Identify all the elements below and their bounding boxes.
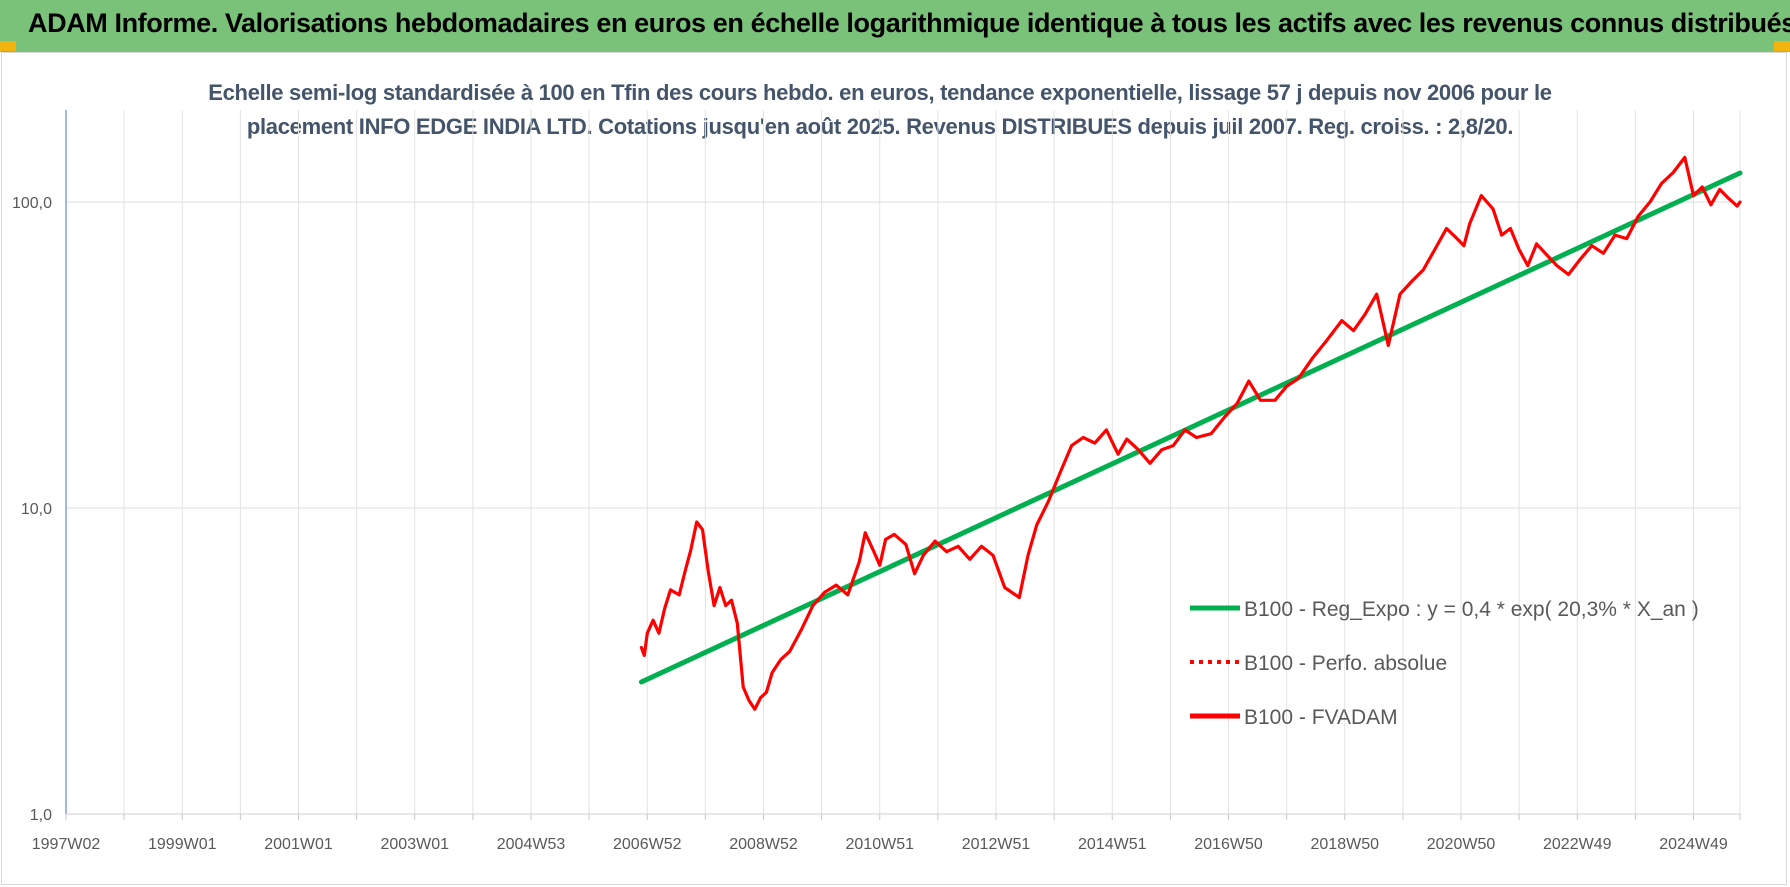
legend-label: B100 - FVADAM [1244,706,1398,729]
x-tick-label: 2003W01 [381,836,450,853]
x-tick-label: 2024W49 [1659,836,1728,853]
corner-marker-left [0,41,16,51]
series-group [638,155,1743,711]
y-tick-label: 1,0 [30,807,52,824]
x-tick-label: 2016W50 [1194,836,1263,853]
x-tick-label: 2018W50 [1311,836,1380,853]
tick-labels: 1,0 10,0 100,0 1997W02 1999W01 2001W01 2003W01… [12,195,1728,853]
x-tick-label: 2001W01 [264,836,333,853]
x-tick-label: 2010W51 [846,836,915,853]
x-tick-label: 2022W49 [1543,836,1612,853]
legend-label: B100 - Reg_Expo : y = 0,4 * exp( 20,3% *… [1244,598,1699,621]
x-tick-label: 1999W01 [148,836,217,853]
axes [65,110,1741,820]
x-tick-label: 2008W52 [729,836,798,853]
chart-frame [1,52,1787,885]
corner-marker-right [1774,41,1790,51]
x-tick-label: 2004W53 [497,836,566,853]
gridlines [65,110,1741,815]
y-tick-label: 10,0 [21,501,52,518]
legend: B100 - Reg_Expo : y = 0,4 * exp( 20,3% *… [1190,598,1699,729]
x-tick-label: 2014W51 [1078,836,1147,853]
trend-line [638,170,1743,685]
x-tick-label: 2020W50 [1427,836,1496,853]
x-tick-label: 2006W52 [613,836,682,853]
y-tick-label: 100,0 [12,195,52,212]
report-title: ADAM Informe. Valorisations hebdomadaire… [28,8,1790,38]
legend-label: B100 - Perfo. absolue [1244,652,1447,675]
chart-title-line-1: Echelle semi-log standardisée à 100 en T… [208,80,1552,105]
fvadam-line [639,155,1742,711]
x-tick-label: 1997W02 [32,836,101,853]
title-banner [0,0,1790,52]
x-tick-label: 2012W51 [962,836,1031,853]
